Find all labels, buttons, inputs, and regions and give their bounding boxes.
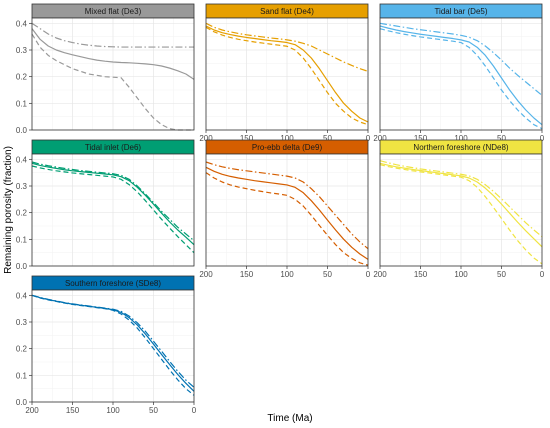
panel-title: Northern foreshore (NDe8): [413, 143, 508, 152]
x-tick-label: 100: [106, 406, 120, 415]
series-line-solid: [31, 162, 195, 246]
x-tick-label: 150: [414, 270, 428, 279]
x-tick-label: 150: [414, 134, 428, 143]
x-tick-label: 0: [192, 406, 197, 415]
series-line-dashdot: [205, 22, 369, 72]
x-tick-label: 0: [366, 270, 371, 279]
panel-border: [31, 17, 195, 131]
x-tick-label: 50: [323, 270, 332, 279]
y-tick-label: 0.2: [16, 209, 28, 218]
series-line-dashdot: [31, 22, 194, 48]
series-line-solid: [205, 25, 369, 123]
panel: Northern foreshore (NDe8) 200 150 100 50 0: [373, 139, 545, 279]
x-tick-label: 200: [373, 134, 387, 143]
x-tick-label: 50: [323, 134, 332, 143]
panel-title: Tidal bar (De5): [434, 7, 487, 16]
x-tick-label: 50: [149, 406, 158, 415]
y-tick-label: 0.2: [16, 345, 28, 354]
series-line-dashdot: [31, 161, 195, 242]
x-tick-label: 100: [280, 134, 294, 143]
x-tick-label: 150: [240, 270, 254, 279]
series-line-solid: [379, 162, 543, 248]
y-tick-label: 0.0: [16, 398, 28, 407]
panel-title: Pro-ebb delta (De9): [252, 143, 323, 152]
y-tick-label: 0.3: [16, 46, 28, 55]
series-line-dashed: [31, 294, 195, 396]
x-tick-label: 150: [240, 134, 254, 143]
y-tick-label: 0.3: [16, 318, 28, 327]
x-tick-label: 50: [497, 270, 506, 279]
y-tick-label: 0.4: [16, 291, 28, 300]
series-line-dashdot: [205, 161, 369, 250]
y-tick-label: 0.1: [16, 235, 28, 244]
x-tick-label: 200: [373, 270, 387, 279]
panel-border: [31, 153, 195, 267]
y-tick-label: 0.2: [16, 73, 28, 82]
series-line-dashed: [379, 164, 543, 265]
panel-title: Southern foreshore (SDe8): [65, 279, 161, 288]
x-tick-label: 200: [199, 134, 213, 143]
x-tick-label: 100: [280, 270, 294, 279]
x-tick-label: 0: [366, 134, 371, 143]
series-line-dashdot: [379, 160, 543, 238]
x-tick-label: 200: [199, 270, 213, 279]
x-tick-label: 50: [497, 134, 506, 143]
series-line-dashed: [31, 165, 195, 254]
x-tick-label: 100: [454, 270, 468, 279]
panel-title: Sand flat (De4): [260, 7, 314, 16]
series-line-dashed: [31, 33, 194, 131]
series-line-dashed: [379, 28, 543, 130]
panel-title: Tidal inlet (De6): [85, 143, 142, 152]
x-tick-label: 150: [66, 406, 80, 415]
series-line-dashed: [205, 172, 369, 266]
x-tick-label: 0: [540, 134, 545, 143]
x-axis-title: Time (Ma): [267, 413, 312, 424]
panels-layer: Mixed flat (De3) 0.0 0.1 0.2 0.3 0.4 Sand flat…: [16, 3, 545, 415]
panel: Pro-ebb delta (De9) 200 150 100 50 0: [199, 139, 371, 279]
panel: Sand flat (De4) 200 150 100 50 0: [199, 3, 371, 143]
y-tick-label: 0.3: [16, 182, 28, 191]
panel: Southern foreshore (SDe8) 0.0 0.1 0.2 0.3 0.4…: [16, 275, 197, 415]
panel: Tidal bar (De5) 200 150 100 50 0: [373, 3, 545, 143]
y-axis-title: Remaining porosity (fraction): [3, 146, 14, 274]
panel: Tidal inlet (De6) 0.0 0.1 0.2 0.3 0.4: [16, 139, 195, 271]
y-tick-label: 0.1: [16, 371, 28, 380]
series-line-dashdot: [379, 22, 543, 96]
series-line-solid: [205, 166, 369, 260]
y-tick-label: 0.0: [16, 262, 28, 271]
series-line-dashed: [205, 26, 369, 126]
y-tick-label: 0.1: [16, 99, 28, 108]
y-tick-label: 0.4: [16, 19, 28, 28]
panel-title: Mixed flat (De3): [85, 7, 142, 16]
y-tick-label: 0.4: [16, 155, 28, 164]
x-tick-label: 100: [454, 134, 468, 143]
y-tick-label: 0.0: [16, 126, 28, 135]
x-tick-label: 200: [25, 406, 39, 415]
series-line-solid: [31, 28, 195, 80]
panel: Mixed flat (De3) 0.0 0.1 0.2 0.3 0.4: [16, 3, 195, 135]
series-line-solid: [379, 25, 543, 126]
x-tick-label: 0: [540, 270, 545, 279]
